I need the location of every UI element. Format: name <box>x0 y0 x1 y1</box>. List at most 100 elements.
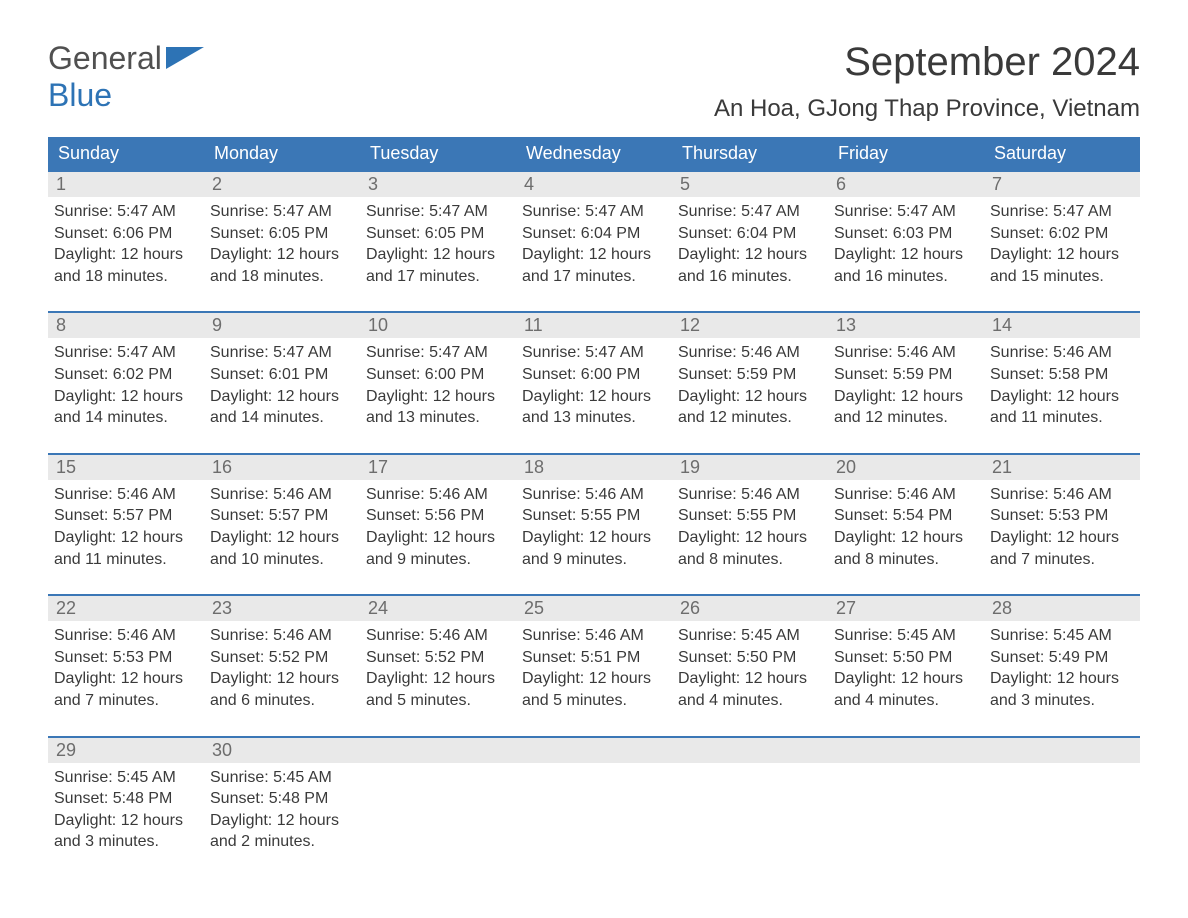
day-cell: 23Sunrise: 5:46 AMSunset: 5:52 PMDayligh… <box>204 596 360 719</box>
day-sunrise: Sunrise: 5:46 AM <box>990 484 1134 506</box>
day-dl1: Daylight: 12 hours <box>54 244 198 266</box>
day-info: Sunrise: 5:46 AMSunset: 5:54 PMDaylight:… <box>828 480 984 570</box>
day-dl2: and 2 minutes. <box>210 831 354 853</box>
day-cell: 29Sunrise: 5:45 AMSunset: 5:48 PMDayligh… <box>48 738 204 861</box>
day-dl1: Daylight: 12 hours <box>990 527 1134 549</box>
day-info <box>516 763 672 853</box>
day-number: 10 <box>360 313 516 338</box>
day-sunrise: Sunrise: 5:47 AM <box>678 201 822 223</box>
day-dl2: and 11 minutes. <box>54 549 198 571</box>
day-sunset: Sunset: 5:55 PM <box>678 505 822 527</box>
day-cell: 16Sunrise: 5:46 AMSunset: 5:57 PMDayligh… <box>204 455 360 578</box>
day-dl2: and 18 minutes. <box>210 266 354 288</box>
day-sunrise: Sunrise: 5:47 AM <box>366 342 510 364</box>
day-dl1: Daylight: 12 hours <box>834 244 978 266</box>
day-sunset: Sunset: 6:02 PM <box>54 364 198 386</box>
day-cell: 21Sunrise: 5:46 AMSunset: 5:53 PMDayligh… <box>984 455 1140 578</box>
day-dl1: Daylight: 12 hours <box>990 244 1134 266</box>
day-cell: 19Sunrise: 5:46 AMSunset: 5:55 PMDayligh… <box>672 455 828 578</box>
day-dl2: and 10 minutes. <box>210 549 354 571</box>
day-sunrise: Sunrise: 5:46 AM <box>210 484 354 506</box>
day-dl1: Daylight: 12 hours <box>366 668 510 690</box>
day-info: Sunrise: 5:46 AMSunset: 5:56 PMDaylight:… <box>360 480 516 570</box>
day-sunset: Sunset: 5:59 PM <box>834 364 978 386</box>
day-info: Sunrise: 5:45 AMSunset: 5:50 PMDaylight:… <box>672 621 828 711</box>
day-sunset: Sunset: 5:57 PM <box>210 505 354 527</box>
day-info <box>984 763 1140 853</box>
day-dl2: and 13 minutes. <box>366 407 510 429</box>
day-number: 14 <box>984 313 1140 338</box>
logo: General Blue <box>48 40 204 114</box>
day-info: Sunrise: 5:47 AMSunset: 6:00 PMDaylight:… <box>360 338 516 428</box>
day-info: Sunrise: 5:46 AMSunset: 5:59 PMDaylight:… <box>828 338 984 428</box>
day-cell: 8Sunrise: 5:47 AMSunset: 6:02 PMDaylight… <box>48 313 204 436</box>
day-cell: 27Sunrise: 5:45 AMSunset: 5:50 PMDayligh… <box>828 596 984 719</box>
day-number: 30 <box>204 738 360 763</box>
day-dl2: and 15 minutes. <box>990 266 1134 288</box>
day-sunrise: Sunrise: 5:46 AM <box>210 625 354 647</box>
day-number: 28 <box>984 596 1140 621</box>
day-dl1: Daylight: 12 hours <box>210 810 354 832</box>
day-dl1: Daylight: 12 hours <box>678 244 822 266</box>
day-sunset: Sunset: 6:04 PM <box>678 223 822 245</box>
day-sunset: Sunset: 6:02 PM <box>990 223 1134 245</box>
logo-flag-icon <box>166 47 204 69</box>
day-dl2: and 12 minutes. <box>678 407 822 429</box>
day-sunset: Sunset: 5:52 PM <box>210 647 354 669</box>
day-info: Sunrise: 5:47 AMSunset: 6:01 PMDaylight:… <box>204 338 360 428</box>
day-dl2: and 17 minutes. <box>522 266 666 288</box>
day-sunrise: Sunrise: 5:47 AM <box>522 201 666 223</box>
day-cell: 26Sunrise: 5:45 AMSunset: 5:50 PMDayligh… <box>672 596 828 719</box>
day-dl1: Daylight: 12 hours <box>366 244 510 266</box>
weekday-header: Wednesday <box>516 137 672 170</box>
title-block: September 2024 An Hoa, GJong Thap Provin… <box>714 40 1140 123</box>
day-sunrise: Sunrise: 5:45 AM <box>990 625 1134 647</box>
day-cell: 11Sunrise: 5:47 AMSunset: 6:00 PMDayligh… <box>516 313 672 436</box>
day-sunrise: Sunrise: 5:45 AM <box>54 767 198 789</box>
day-dl2: and 4 minutes. <box>678 690 822 712</box>
day-cell: 24Sunrise: 5:46 AMSunset: 5:52 PMDayligh… <box>360 596 516 719</box>
day-sunrise: Sunrise: 5:47 AM <box>210 201 354 223</box>
day-number: 2 <box>204 172 360 197</box>
day-sunset: Sunset: 6:05 PM <box>210 223 354 245</box>
day-dl1: Daylight: 12 hours <box>990 668 1134 690</box>
day-dl1: Daylight: 12 hours <box>522 668 666 690</box>
day-dl1: Daylight: 12 hours <box>834 527 978 549</box>
day-info: Sunrise: 5:47 AMSunset: 6:02 PMDaylight:… <box>48 338 204 428</box>
day-sunrise: Sunrise: 5:46 AM <box>366 625 510 647</box>
day-cell: 15Sunrise: 5:46 AMSunset: 5:57 PMDayligh… <box>48 455 204 578</box>
day-dl2: and 5 minutes. <box>522 690 666 712</box>
day-sunset: Sunset: 5:48 PM <box>54 788 198 810</box>
day-info: Sunrise: 5:47 AMSunset: 6:05 PMDaylight:… <box>204 197 360 287</box>
day-sunrise: Sunrise: 5:45 AM <box>834 625 978 647</box>
day-cell: 6Sunrise: 5:47 AMSunset: 6:03 PMDaylight… <box>828 172 984 295</box>
weekday-header: Thursday <box>672 137 828 170</box>
day-cell: 13Sunrise: 5:46 AMSunset: 5:59 PMDayligh… <box>828 313 984 436</box>
day-info: Sunrise: 5:47 AMSunset: 6:00 PMDaylight:… <box>516 338 672 428</box>
day-number <box>360 738 516 763</box>
day-info: Sunrise: 5:45 AMSunset: 5:48 PMDaylight:… <box>48 763 204 853</box>
day-sunset: Sunset: 5:57 PM <box>54 505 198 527</box>
weekday-header-row: Sunday Monday Tuesday Wednesday Thursday… <box>48 137 1140 170</box>
day-cell: 10Sunrise: 5:47 AMSunset: 6:00 PMDayligh… <box>360 313 516 436</box>
day-number: 6 <box>828 172 984 197</box>
day-dl2: and 12 minutes. <box>834 407 978 429</box>
day-info: Sunrise: 5:47 AMSunset: 6:05 PMDaylight:… <box>360 197 516 287</box>
day-sunrise: Sunrise: 5:46 AM <box>678 342 822 364</box>
day-number <box>984 738 1140 763</box>
week-row: 29Sunrise: 5:45 AMSunset: 5:48 PMDayligh… <box>48 736 1140 861</box>
day-dl1: Daylight: 12 hours <box>54 810 198 832</box>
day-number: 19 <box>672 455 828 480</box>
weekday-header: Friday <box>828 137 984 170</box>
day-sunset: Sunset: 5:53 PM <box>54 647 198 669</box>
day-info: Sunrise: 5:46 AMSunset: 5:55 PMDaylight:… <box>672 480 828 570</box>
day-info <box>828 763 984 853</box>
day-sunset: Sunset: 6:01 PM <box>210 364 354 386</box>
day-sunset: Sunset: 5:49 PM <box>990 647 1134 669</box>
day-dl1: Daylight: 12 hours <box>54 386 198 408</box>
day-number: 22 <box>48 596 204 621</box>
day-dl1: Daylight: 12 hours <box>210 527 354 549</box>
day-dl1: Daylight: 12 hours <box>522 244 666 266</box>
week-row: 22 Sunrise: 5:46 AM Sunset: 5:53 PM Dayligh… <box>48 594 1140 719</box>
day-sunrise: Sunrise: 5:47 AM <box>990 201 1134 223</box>
